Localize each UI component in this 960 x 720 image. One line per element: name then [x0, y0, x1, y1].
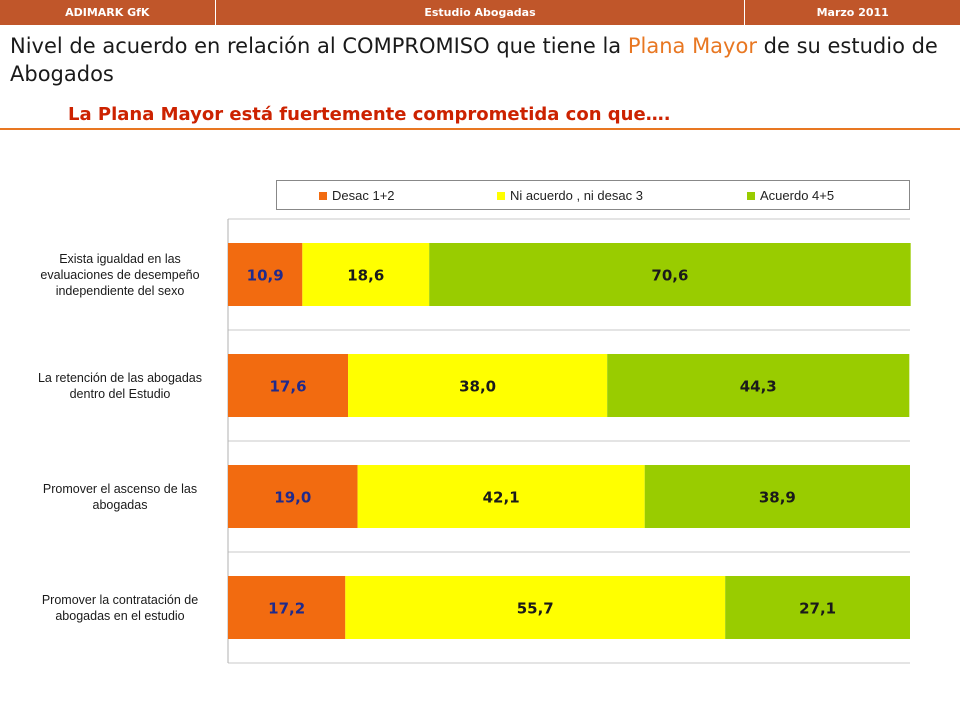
category-label-line: abogadas — [92, 497, 148, 512]
data-label: 38,0 — [459, 378, 496, 396]
data-label: 38,9 — [759, 489, 796, 507]
title-highlight: Plana Mayor — [627, 34, 757, 58]
legend-label-desac: Desac 1+2 — [332, 188, 395, 203]
category-label-line: La retención de las abogadas — [37, 370, 202, 385]
category-label-line: abogadas en el estudio — [55, 608, 185, 623]
bar-segment — [429, 243, 911, 306]
bar-segment — [228, 354, 349, 417]
header-bar: ADIMARK GfK Estudio Abogadas Marzo 2011 — [0, 0, 960, 25]
title-part2: de su estudio de Abogados — [10, 34, 938, 86]
bar-segment — [607, 354, 910, 417]
data-label: 10,9 — [247, 267, 284, 285]
category-label-line: evaluaciones de desempeño — [40, 267, 200, 282]
title-underline — [0, 128, 960, 130]
header-brand: ADIMARK GfK — [65, 6, 150, 19]
bar-segment — [345, 576, 726, 639]
header-date: Marzo 2011 — [744, 0, 960, 25]
bar-segment — [725, 576, 910, 639]
data-label: 27,1 — [799, 600, 836, 618]
legend-swatch-acuerdo — [747, 191, 755, 200]
data-label: 55,7 — [517, 600, 554, 618]
category-label: Exista igualdad en las evaluaciones de de… — [20, 251, 220, 299]
data-label: 19,0 — [274, 489, 311, 507]
category-label: Promover la contratación de abogadas en e… — [20, 592, 220, 624]
slide-subtitle: La Plana Mayor está fuertemente comprome… — [68, 104, 671, 125]
category-label-line: Promover la contratación de — [41, 592, 199, 607]
category-label-line: Exista igualdad en las — [59, 251, 181, 266]
legend-label-ni: Ni acuerdo , ni desac 3 — [510, 188, 643, 203]
category-label: Promover el ascenso de las abogadas — [20, 481, 220, 513]
legend-swatch-ni — [497, 191, 505, 200]
bar-segment — [228, 243, 303, 306]
legend-item-desac: Desac 1+2 — [319, 188, 395, 203]
bar-segment — [302, 243, 430, 306]
legend-item-ni: Ni acuerdo , ni desac 3 — [497, 188, 643, 203]
bar-segment — [348, 354, 608, 417]
category-label-line: independiente del sexo — [55, 283, 185, 298]
header-study: Estudio Abogadas — [214, 0, 745, 25]
bar-segment — [357, 465, 645, 528]
chart-legend: Desac 1+2 Ni acuerdo , ni desac 3 Acuerd… — [276, 180, 910, 210]
category-label-line: Promover el ascenso de las — [42, 481, 198, 496]
data-label: 44,3 — [740, 378, 777, 396]
bar-segment — [644, 465, 910, 528]
data-label: 42,1 — [483, 489, 520, 507]
data-label: 70,6 — [651, 267, 688, 285]
title-part1: Nivel de acuerdo en relación al COMPROMI… — [10, 34, 628, 58]
category-label: La retención de las abogadas dentro del E… — [20, 370, 220, 402]
slide-title: Nivel de acuerdo en relación al COMPROMI… — [10, 32, 955, 88]
legend-item-acuerdo: Acuerdo 4+5 — [747, 188, 834, 203]
data-label: 18,6 — [347, 267, 384, 285]
data-label: 17,6 — [270, 378, 307, 396]
category-label-line: dentro del Estudio — [69, 386, 171, 401]
bar-segment — [228, 576, 346, 639]
bar-segment — [228, 465, 358, 528]
legend-swatch-desac — [319, 191, 327, 200]
legend-label-acuerdo: Acuerdo 4+5 — [760, 188, 835, 203]
data-label: 17,2 — [268, 600, 305, 618]
